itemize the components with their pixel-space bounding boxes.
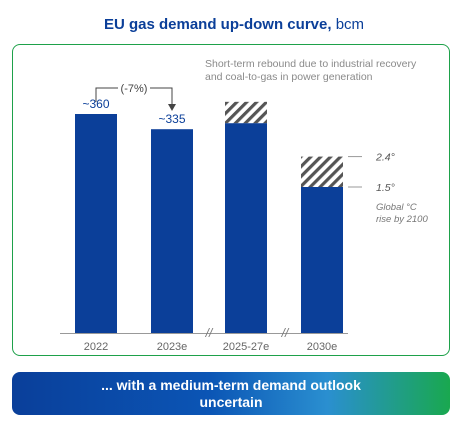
conclusion-banner: ... with a medium-term demand outlook un… bbox=[12, 372, 450, 415]
chart-panel bbox=[12, 44, 450, 356]
bar-hatched-2025-27e bbox=[225, 101, 267, 124]
rebound-note-line: Short-term rebound due to industrial rec… bbox=[205, 58, 417, 70]
data-label: ~360 bbox=[82, 97, 109, 111]
bar-2030e bbox=[301, 187, 343, 333]
axis-break-mark: // bbox=[281, 326, 290, 340]
x-tick-label: 2023e bbox=[157, 341, 188, 353]
bar-2022 bbox=[75, 114, 117, 333]
banner-text: ... with a medium-term demand outlook un… bbox=[101, 376, 361, 410]
scenario-label: 1.5° bbox=[376, 182, 395, 194]
change-label-bg bbox=[118, 80, 150, 96]
bar-2025-27e bbox=[225, 123, 267, 333]
x-tick-label: 2030e bbox=[307, 341, 338, 353]
change-arrow-icon bbox=[168, 104, 176, 111]
bar-2023e bbox=[151, 129, 193, 333]
change-label: (-7%) bbox=[121, 83, 148, 95]
axis-break-mark: // bbox=[205, 326, 214, 340]
scenario-label: 2.4° bbox=[375, 152, 395, 164]
scenario-caption-line: Global °C bbox=[376, 202, 417, 213]
scenario-caption-line: rise by 2100 bbox=[376, 214, 428, 225]
chart-title-unit: bcm bbox=[335, 16, 365, 33]
chart-title-main: EU gas demand up-down curve, bbox=[103, 16, 332, 33]
bar-chart: 2022 ~360 2023e ~335 2025-27e 2030e // // (-7%)… bbox=[60, 58, 428, 353]
rebound-note-line: and coal-to-gas in power generation bbox=[205, 71, 373, 83]
x-tick-label: 2025-27e bbox=[223, 341, 270, 353]
bar-hatched-2030e bbox=[301, 156, 343, 187]
data-label: ~335 bbox=[158, 112, 185, 126]
chart-title: EU gas demand up-down curve, bcm bbox=[0, 16, 468, 33]
x-tick-label: 2022 bbox=[84, 341, 108, 353]
